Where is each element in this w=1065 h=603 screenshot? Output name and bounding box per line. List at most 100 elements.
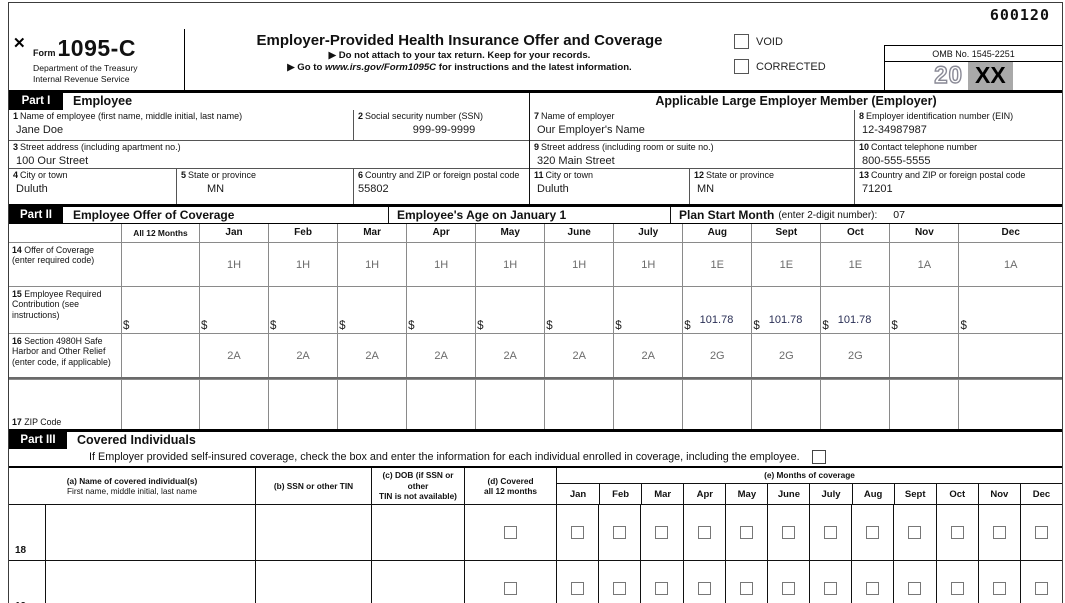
field-5-state[interactable]: 5 State or province MN	[177, 169, 354, 204]
zip-cell[interactable]	[544, 380, 613, 429]
coverage-checkbox[interactable]	[571, 526, 585, 539]
field-6-zip[interactable]: 6 Country and ZIP or foreign postal code …	[354, 169, 529, 204]
contribution-cell[interactable]: $101.78	[751, 287, 820, 333]
zip-cell[interactable]	[820, 380, 889, 429]
field-4-city[interactable]: 4 City or town Duluth	[9, 169, 177, 204]
field-11-city[interactable]: 11 City or town Duluth	[530, 169, 690, 204]
coverage-checkbox[interactable]	[781, 582, 795, 595]
covered-dob-cell[interactable]	[371, 505, 464, 560]
contribution-cell[interactable]: $	[121, 287, 199, 333]
contribution-cell[interactable]: $101.78	[682, 287, 751, 333]
coverage-checkbox[interactable]	[908, 526, 922, 539]
coverage-checkbox[interactable]	[613, 582, 627, 595]
field-1-value[interactable]: Jane Doe	[16, 123, 64, 136]
field-9-street[interactable]: 9 Street address (including room or suite…	[530, 141, 855, 168]
field-8-ein[interactable]: 8 Employer identification number (EIN) 12…	[855, 110, 1062, 140]
safe-harbor-cell[interactable]: 2G	[682, 334, 751, 377]
field-6-value[interactable]: 55802	[358, 182, 389, 195]
contribution-cell[interactable]: $101.78	[820, 287, 889, 333]
field-12-value[interactable]: MN	[697, 182, 715, 195]
corrected-checkbox[interactable]	[734, 59, 749, 74]
zip-cell[interactable]	[613, 380, 682, 429]
covered-dob-cell[interactable]	[371, 561, 464, 603]
offer-code-cell[interactable]: 1E	[682, 243, 751, 286]
field-9-value[interactable]: 320 Main Street	[537, 154, 615, 167]
coverage-checkbox[interactable]	[824, 582, 838, 595]
contribution-cell[interactable]: $	[958, 287, 1062, 333]
zip-cell[interactable]	[958, 380, 1062, 429]
plan-start-month-value[interactable]: 07	[893, 209, 905, 221]
field-7-value[interactable]: Our Employer's Name	[537, 123, 645, 136]
coverage-checkbox[interactable]	[992, 582, 1006, 595]
contribution-cell[interactable]: $	[268, 287, 337, 333]
offer-code-cell[interactable]: 1H	[337, 243, 406, 286]
safe-harbor-cell[interactable]: 2A	[406, 334, 475, 377]
coverage-checkbox[interactable]	[992, 526, 1006, 539]
safe-harbor-cell[interactable]	[958, 334, 1062, 377]
coverage-checkbox[interactable]	[824, 526, 838, 539]
zip-cell[interactable]	[475, 380, 544, 429]
close-icon[interactable]: ✕	[13, 35, 26, 52]
covered-all-12-checkbox[interactable]	[504, 582, 517, 595]
contribution-cell[interactable]: $	[337, 287, 406, 333]
covered-name-cell[interactable]	[45, 505, 255, 560]
field-7-employer-name[interactable]: 7 Name of employer Our Employer's Name	[530, 110, 855, 140]
contribution-cell[interactable]: $	[613, 287, 682, 333]
coverage-checkbox[interactable]	[1034, 582, 1048, 595]
coverage-checkbox[interactable]	[866, 526, 880, 539]
field-10-value[interactable]: 800-555-5555	[862, 154, 931, 167]
coverage-checkbox[interactable]	[1034, 526, 1048, 539]
field-13-value[interactable]: 71201	[862, 182, 893, 195]
safe-harbor-cell[interactable]: 2A	[199, 334, 268, 377]
zip-cell[interactable]	[751, 380, 820, 429]
zip-cell[interactable]	[682, 380, 751, 429]
offer-code-cell[interactable]: 1H	[406, 243, 475, 286]
zip-cell[interactable]	[121, 380, 199, 429]
field-12-state[interactable]: 12 State or province MN	[690, 169, 855, 204]
covered-name-cell[interactable]	[45, 561, 255, 603]
covered-ssn-cell[interactable]	[255, 561, 371, 603]
field-1-name-of-employee[interactable]: 1 Name of employee (first name, middle in…	[9, 110, 354, 140]
safe-harbor-cell[interactable]: 2G	[751, 334, 820, 377]
offer-code-cell[interactable]	[121, 243, 199, 286]
zip-cell[interactable]	[337, 380, 406, 429]
coverage-checkbox[interactable]	[655, 582, 669, 595]
safe-harbor-cell[interactable]	[121, 334, 199, 377]
zip-cell[interactable]	[199, 380, 268, 429]
coverage-checkbox[interactable]	[613, 526, 627, 539]
offer-code-cell[interactable]: 1A	[889, 243, 958, 286]
field-4-value[interactable]: Duluth	[16, 182, 48, 195]
offer-code-cell[interactable]: 1E	[820, 243, 889, 286]
offer-code-cell[interactable]: 1H	[613, 243, 682, 286]
safe-harbor-cell[interactable]	[889, 334, 958, 377]
contribution-cell[interactable]: $	[199, 287, 268, 333]
coverage-checkbox[interactable]	[950, 526, 964, 539]
safe-harbor-cell[interactable]: 2G	[820, 334, 889, 377]
safe-harbor-cell[interactable]: 2A	[337, 334, 406, 377]
void-checkbox[interactable]	[734, 34, 749, 49]
coverage-checkbox[interactable]	[697, 526, 711, 539]
offer-code-cell[interactable]: 1H	[268, 243, 337, 286]
contribution-cell[interactable]: $	[406, 287, 475, 333]
zip-cell[interactable]	[268, 380, 337, 429]
coverage-checkbox[interactable]	[655, 526, 669, 539]
zip-cell[interactable]	[406, 380, 475, 429]
field-2-value[interactable]: 999-99-9999	[412, 123, 476, 136]
coverage-checkbox[interactable]	[908, 582, 922, 595]
field-3-value[interactable]: 100 Our Street	[16, 154, 89, 167]
covered-ssn-cell[interactable]	[255, 505, 371, 560]
field-11-value[interactable]: Duluth	[537, 182, 569, 195]
field-3-street[interactable]: 3 Street address (including apartment no.…	[9, 141, 529, 168]
offer-code-cell[interactable]: 1E	[751, 243, 820, 286]
field-5-value[interactable]: MN	[207, 182, 225, 195]
offer-code-cell[interactable]: 1A	[958, 243, 1062, 286]
offer-code-cell[interactable]: 1H	[544, 243, 613, 286]
field-10-phone[interactable]: 10 Contact telephone number 800-555-5555	[855, 141, 1062, 168]
coverage-checkbox[interactable]	[866, 582, 880, 595]
field-13-zip[interactable]: 13 Country and ZIP or foreign postal code…	[855, 169, 1062, 204]
coverage-checkbox[interactable]	[697, 582, 711, 595]
coverage-checkbox[interactable]	[571, 582, 585, 595]
offer-code-cell[interactable]: 1H	[475, 243, 544, 286]
field-2-ssn[interactable]: 2 Social security number (SSN) 999-99-999…	[354, 110, 529, 140]
self-insured-checkbox[interactable]	[811, 450, 826, 464]
